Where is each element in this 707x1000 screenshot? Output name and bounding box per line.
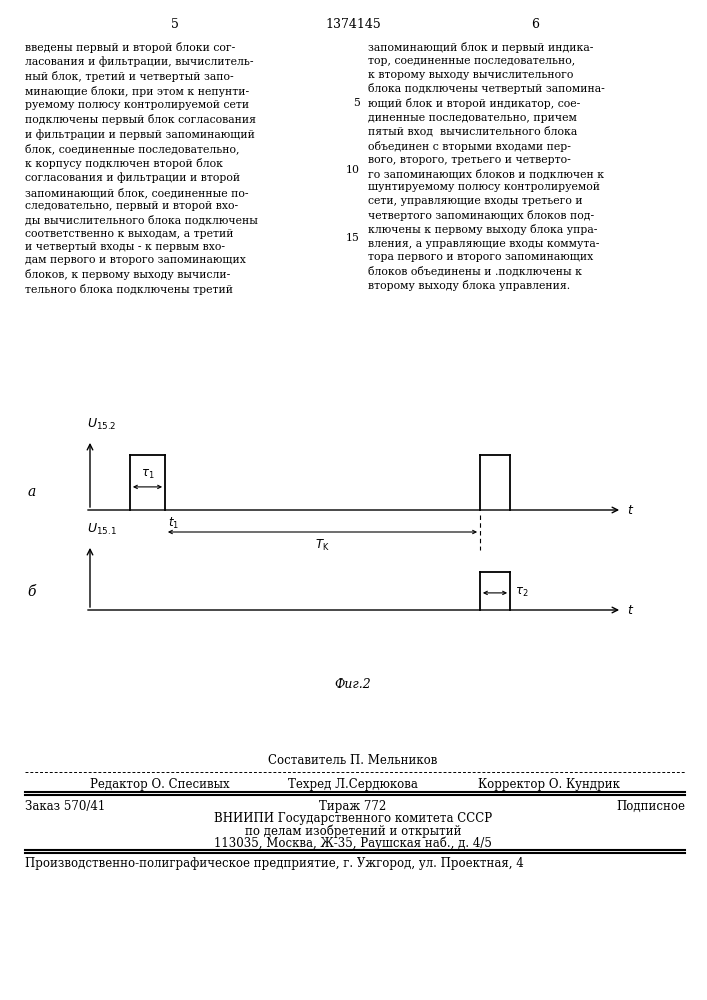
Text: Корректор О. Кундрик: Корректор О. Кундрик bbox=[478, 778, 620, 791]
Text: 5: 5 bbox=[353, 98, 360, 108]
Text: Техред Л.Сердюкова: Техред Л.Сердюкова bbox=[288, 778, 418, 791]
Text: 6: 6 bbox=[531, 17, 539, 30]
Text: $t_1$: $t_1$ bbox=[168, 516, 179, 531]
Text: б: б bbox=[28, 585, 36, 599]
Text: 15: 15 bbox=[346, 233, 360, 243]
Text: 10: 10 bbox=[346, 165, 360, 175]
Text: Фиг.2: Фиг.2 bbox=[334, 678, 371, 692]
Text: запоминающий блок и первый индика-
тор, соединенные последовательно,
к второму в: запоминающий блок и первый индика- тор, … bbox=[368, 42, 604, 291]
Text: Подписное: Подписное bbox=[616, 800, 685, 813]
Text: по делам изобретений и открытий: по делам изобретений и открытий bbox=[245, 824, 461, 838]
Text: Составитель П. Мельников: Составитель П. Мельников bbox=[269, 754, 438, 766]
Text: Редактор О. Спесивых: Редактор О. Спесивых bbox=[90, 778, 230, 791]
Text: ВНИИПИ Государственного комитета СССР: ВНИИПИ Государственного комитета СССР bbox=[214, 812, 492, 825]
Text: Производственно-полиграфическое предприятие, г. Ужгород, ул. Проектная, 4: Производственно-полиграфическое предприя… bbox=[25, 857, 524, 870]
Text: 1374145: 1374145 bbox=[325, 17, 381, 30]
Text: $t$: $t$ bbox=[627, 603, 634, 616]
Text: $U_{15.2}$: $U_{15.2}$ bbox=[87, 417, 116, 432]
Text: $\tau_1$: $\tau_1$ bbox=[141, 468, 154, 481]
Text: 113035, Москва, Ж-35, Раушская наб., д. 4/5: 113035, Москва, Ж-35, Раушская наб., д. … bbox=[214, 836, 492, 850]
Text: $U_{15.1}$: $U_{15.1}$ bbox=[87, 522, 117, 537]
Text: Тираж 772: Тираж 772 bbox=[320, 800, 387, 813]
Text: введены первый и второй блоки сог-
ласования и фильтрации, вычислитель-
ный блок: введены первый и второй блоки сог- ласов… bbox=[25, 42, 258, 295]
Text: а: а bbox=[28, 485, 36, 499]
Text: Заказ 570/41: Заказ 570/41 bbox=[25, 800, 105, 813]
Text: 5: 5 bbox=[171, 17, 179, 30]
Text: $T_{\rm K}$: $T_{\rm K}$ bbox=[315, 538, 330, 553]
Text: $t$: $t$ bbox=[627, 504, 634, 516]
Text: $\tau_2$: $\tau_2$ bbox=[515, 586, 529, 599]
